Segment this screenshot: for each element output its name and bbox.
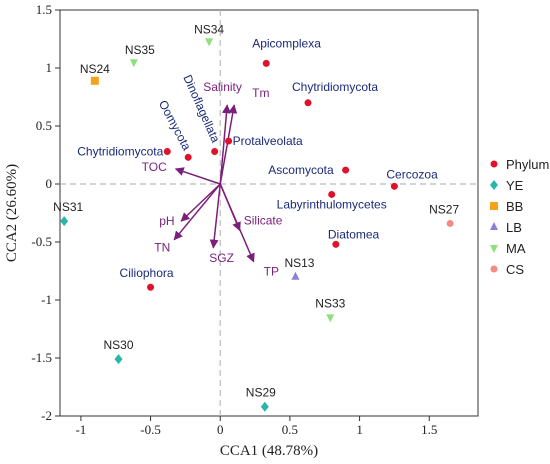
x-tick-label: -1 bbox=[75, 422, 86, 437]
legend-label: CS bbox=[506, 262, 524, 277]
phylum-point bbox=[262, 59, 270, 67]
site-marker bbox=[90, 76, 99, 85]
y-tick-label: 1 bbox=[46, 60, 53, 75]
site-points: NS34 NS35 NS24 NS31 NS27 NS13 NS33 NS30 NS29 bbox=[53, 22, 459, 412]
legend-marker bbox=[490, 222, 498, 230]
site-marker bbox=[129, 59, 138, 68]
env-vector-arrow bbox=[173, 183, 221, 241]
legend-label: BB bbox=[506, 199, 523, 214]
legend-marker bbox=[490, 245, 498, 253]
phylum-point bbox=[225, 137, 233, 145]
site-marker bbox=[205, 38, 214, 47]
x-tick-label: -0.5 bbox=[140, 422, 161, 437]
phylum-label: Chytridiomycota bbox=[292, 80, 378, 94]
phylum-point bbox=[184, 153, 192, 161]
site-label: NS35 bbox=[125, 43, 155, 57]
env-vector-arrow bbox=[219, 183, 255, 263]
y-axis-ticks: -2 -1.5 -1 -0.5 0 0.5 1 1.5 bbox=[31, 2, 60, 423]
phylum-point bbox=[332, 240, 340, 248]
phylum-point bbox=[342, 166, 350, 174]
site-label: NS34 bbox=[194, 22, 224, 36]
y-tick-label: 0.5 bbox=[36, 118, 52, 133]
x-axis-ticks: -1 -0.5 0 0.5 1 1.5 bbox=[75, 416, 437, 437]
x-axis-title: CCA1 (48.78%) bbox=[220, 443, 318, 459]
env-vector-label: Silicate bbox=[244, 213, 283, 227]
phylum-label: Ciliophora bbox=[120, 266, 174, 280]
legend-marker bbox=[490, 202, 498, 210]
legend-marker bbox=[490, 160, 498, 168]
site-label: NS24 bbox=[80, 62, 110, 76]
env-vector-label: SGZ bbox=[209, 251, 234, 265]
env-vector-arrow bbox=[209, 183, 221, 249]
legend-marker bbox=[490, 265, 498, 273]
site-marker bbox=[260, 401, 269, 412]
legend-label: LB bbox=[506, 220, 522, 235]
env-vector-label: TP bbox=[264, 265, 279, 279]
plot-frame bbox=[59, 9, 479, 417]
phylum-label: Diatomea bbox=[328, 227, 380, 241]
env-vector-arrow bbox=[174, 167, 221, 185]
x-tick-label: 0.5 bbox=[282, 422, 298, 437]
env-vector-arrow bbox=[219, 104, 231, 185]
y-axis-title: CCA2 (26.60%) bbox=[4, 164, 20, 262]
phylum-point bbox=[147, 283, 155, 291]
env-vector-label: Salinity bbox=[203, 80, 242, 94]
reference-lines bbox=[60, 10, 478, 416]
x-tick-label: 1 bbox=[356, 422, 363, 437]
phylum-points: Apicomplexa Chytridiomycota Protalveolata D… bbox=[77, 36, 438, 291]
site-marker bbox=[60, 216, 69, 227]
site-marker bbox=[326, 314, 335, 323]
site-label: NS30 bbox=[104, 338, 134, 352]
y-tick-label: 1.5 bbox=[36, 2, 52, 17]
phylum-label: Cercozoa bbox=[386, 167, 438, 181]
env-vector-arrow bbox=[180, 183, 221, 222]
site-label: NS27 bbox=[429, 202, 459, 216]
y-tick-label: 0 bbox=[46, 176, 53, 191]
y-tick-label: -0.5 bbox=[31, 234, 52, 249]
phylum-point bbox=[163, 148, 171, 156]
phylum-label: Ascomycota bbox=[268, 163, 334, 177]
x-tick-label: 0 bbox=[217, 422, 224, 437]
y-tick-label: -2 bbox=[41, 408, 52, 423]
phylum-point bbox=[211, 148, 219, 156]
y-tick-label: -1 bbox=[41, 292, 52, 307]
phylum-label: Labyrinthulomycetes bbox=[277, 197, 387, 211]
legend-label: Phylum bbox=[506, 157, 549, 172]
environmental-vectors: Salinity Tm TOC pH TN SGZ Silicate TP bbox=[142, 80, 283, 279]
env-vector-arrow bbox=[219, 104, 238, 185]
env-vector-label: TOC bbox=[142, 160, 167, 174]
phylum-point bbox=[328, 190, 336, 198]
legend-label: MA bbox=[506, 241, 526, 256]
phylum-point bbox=[304, 99, 312, 107]
phylum-point bbox=[390, 182, 398, 190]
legend-marker bbox=[490, 180, 498, 190]
site-label: NS29 bbox=[246, 386, 276, 400]
phylum-label: Apicomplexa bbox=[252, 36, 321, 50]
site-marker bbox=[446, 219, 454, 227]
site-marker bbox=[114, 354, 123, 365]
legend-label: YE bbox=[506, 178, 524, 193]
site-marker bbox=[291, 271, 300, 280]
env-vector-label: TN bbox=[154, 241, 170, 255]
x-tick-label: 1.5 bbox=[421, 422, 437, 437]
env-vector-label: Tm bbox=[252, 86, 269, 100]
phylum-label: Chytridiomycota bbox=[77, 145, 163, 159]
y-tick-label: -1.5 bbox=[31, 350, 52, 365]
env-vector-label: pH bbox=[159, 214, 174, 228]
phylum-label: Protalveolata bbox=[233, 134, 303, 148]
site-label: NS33 bbox=[315, 296, 345, 310]
site-label: NS13 bbox=[284, 256, 314, 270]
legend: Phylum YE BB LB MA CS bbox=[490, 157, 549, 277]
site-label: NS31 bbox=[53, 200, 83, 214]
